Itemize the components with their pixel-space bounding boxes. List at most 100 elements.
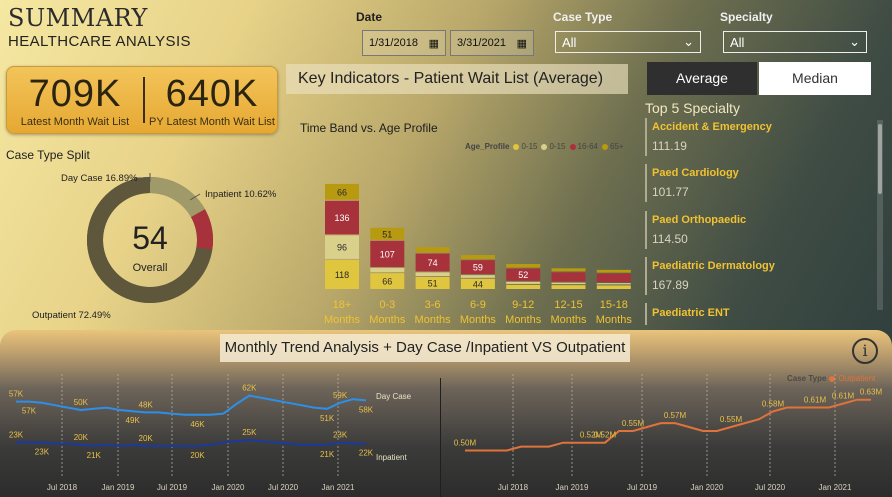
bar-segment[interactable] <box>460 255 495 260</box>
average-button[interactable]: Average <box>647 62 757 95</box>
bar-segment[interactable] <box>325 259 359 289</box>
case-type-dropdown[interactable]: All ⌄ <box>555 31 701 53</box>
specialty-name[interactable]: Paediatric ENT <box>652 307 730 319</box>
x-axis-tick: Jan 2021 <box>322 483 355 492</box>
date-end-input[interactable]: 3/31/2021 ▦ <box>450 30 534 56</box>
line-series[interactable] <box>465 398 871 452</box>
outpatient-line-chart: Jul 2018 Jan 2019 Jul 2019 Jan 2020 Jul 2020… <box>454 374 882 492</box>
bar-segment[interactable] <box>551 282 586 285</box>
donut-slice-day-case[interactable] <box>150 177 205 218</box>
time-band-chart: 118 96 136 66 18+ Months 66 107 51 0-3 Months 51 74 3… <box>324 183 633 326</box>
bar-segment[interactable] <box>596 283 631 285</box>
legend-dot <box>541 143 548 150</box>
specialty-bar <box>645 303 647 325</box>
bar-category-label: Months <box>369 314 406 326</box>
line-series[interactable] <box>16 438 366 448</box>
x-axis-tick: Jan 2020 <box>212 483 245 492</box>
calendar-icon[interactable]: ▦ <box>516 37 527 50</box>
bar-segment[interactable] <box>506 268 541 281</box>
bar-segment[interactable] <box>370 240 405 268</box>
line-data-label: 21K <box>320 450 335 459</box>
bar-segment[interactable] <box>460 278 495 289</box>
bar-segment[interactable] <box>596 285 631 289</box>
bar-segment[interactable] <box>370 268 405 273</box>
bar-data-label: 96 <box>337 243 347 253</box>
bar-segment[interactable] <box>596 273 631 283</box>
bar-segment[interactable] <box>325 200 359 235</box>
calendar-icon[interactable]: ▦ <box>428 37 439 50</box>
line-data-label: 57K <box>22 407 37 416</box>
line-data-label: 57K <box>9 390 24 399</box>
line-data-label: 0.52M <box>580 431 603 440</box>
bar-segment[interactable] <box>325 183 359 200</box>
legend-label: 65+ <box>609 142 624 151</box>
py-latest-month-wait-value: 640K <box>165 73 259 115</box>
outpatient-legend: Case Type Outpatient <box>787 374 875 383</box>
line-series[interactable] <box>16 394 367 416</box>
bar-segment[interactable] <box>415 253 450 272</box>
x-axis-tick: Jan 2021 <box>819 483 852 492</box>
bar-category-label: Months <box>596 314 633 326</box>
line-data-label: 23K <box>9 430 24 439</box>
donut-label-inpatient: Inpatient 10.62% <box>205 189 277 200</box>
bar-segment[interactable] <box>551 268 586 272</box>
x-axis-tick: Jul 2018 <box>498 483 529 492</box>
info-icon[interactable]: i <box>852 338 878 364</box>
bar-data-label: 107 <box>380 249 395 259</box>
bar-data-label: 136 <box>334 213 349 223</box>
specialty-bar <box>645 257 647 295</box>
bar-category-label: 15-18 <box>600 299 628 311</box>
bar-segment[interactable] <box>506 281 541 284</box>
bar-segment[interactable] <box>551 285 586 289</box>
specialty-name[interactable]: Paed Orthopaedic <box>652 214 747 226</box>
bar-segment[interactable] <box>415 276 450 289</box>
specialty-dropdown[interactable]: All ⌄ <box>723 31 867 53</box>
bar-segment[interactable] <box>415 272 450 276</box>
line-data-label: 25K <box>242 428 257 437</box>
specialty-name[interactable]: Accident & Emergency <box>652 121 772 133</box>
bar-segment[interactable] <box>460 275 495 278</box>
specialty-scrollbar[interactable] <box>877 120 883 310</box>
bar-segment[interactable] <box>370 273 405 289</box>
median-button[interactable]: Median <box>759 62 871 95</box>
legend-item: 16-64 <box>569 142 598 151</box>
date-end-value: 3/31/2021 <box>457 37 506 49</box>
specialty-scrollbar-thumb[interactable] <box>878 124 882 194</box>
date-start-value: 1/31/2018 <box>369 37 418 49</box>
bar-category-label: Months <box>460 314 497 326</box>
bar-data-label: 51 <box>382 229 392 239</box>
line-data-label: 0.50M <box>454 438 477 447</box>
legend-title: Age_Profile <box>465 142 510 151</box>
case-type-split-title: Case Type Split <box>6 148 90 162</box>
bar-segment[interactable] <box>551 272 586 282</box>
bar-segment[interactable] <box>506 284 541 289</box>
bar-category-label: 18+ <box>333 299 352 311</box>
bar-segment[interactable] <box>325 235 359 259</box>
panel-divider <box>440 378 441 497</box>
series-label-daycase: Day Case <box>376 392 412 401</box>
date-filter-label: Date <box>356 10 383 24</box>
latest-month-wait-label: Latest Month Wait List <box>20 116 130 128</box>
donut-slice-inpatient[interactable] <box>191 209 213 250</box>
bar-segment[interactable] <box>370 227 405 240</box>
bar-segment[interactable] <box>415 247 450 253</box>
specialty-bar <box>645 118 647 156</box>
x-axis-tick: Jan 2019 <box>556 483 589 492</box>
specialty-name[interactable]: Paed Cardiology <box>652 167 739 179</box>
specialty-name[interactable]: Paediatric Dermatology <box>652 260 775 272</box>
legend-dot <box>513 143 520 150</box>
x-axis-tick: Jul 2020 <box>268 483 299 492</box>
bar-segment[interactable] <box>596 269 631 273</box>
x-axis-tick: Jul 2019 <box>627 483 658 492</box>
legend-label: 16-64 <box>577 142 598 151</box>
case-type-value: All <box>562 34 577 50</box>
bar-segment[interactable] <box>506 263 541 268</box>
line-data-label: 0.61M <box>804 396 827 405</box>
bar-data-label: 66 <box>382 277 392 287</box>
legend-title: Case Type <box>787 374 827 383</box>
date-start-input[interactable]: 1/31/2018 ▦ <box>362 30 446 56</box>
specialty-value: 114.50 <box>652 232 688 246</box>
x-axis-tick: Jan 2019 <box>102 483 135 492</box>
bar-data-label: 118 <box>335 270 349 280</box>
bar-segment[interactable] <box>460 260 495 275</box>
